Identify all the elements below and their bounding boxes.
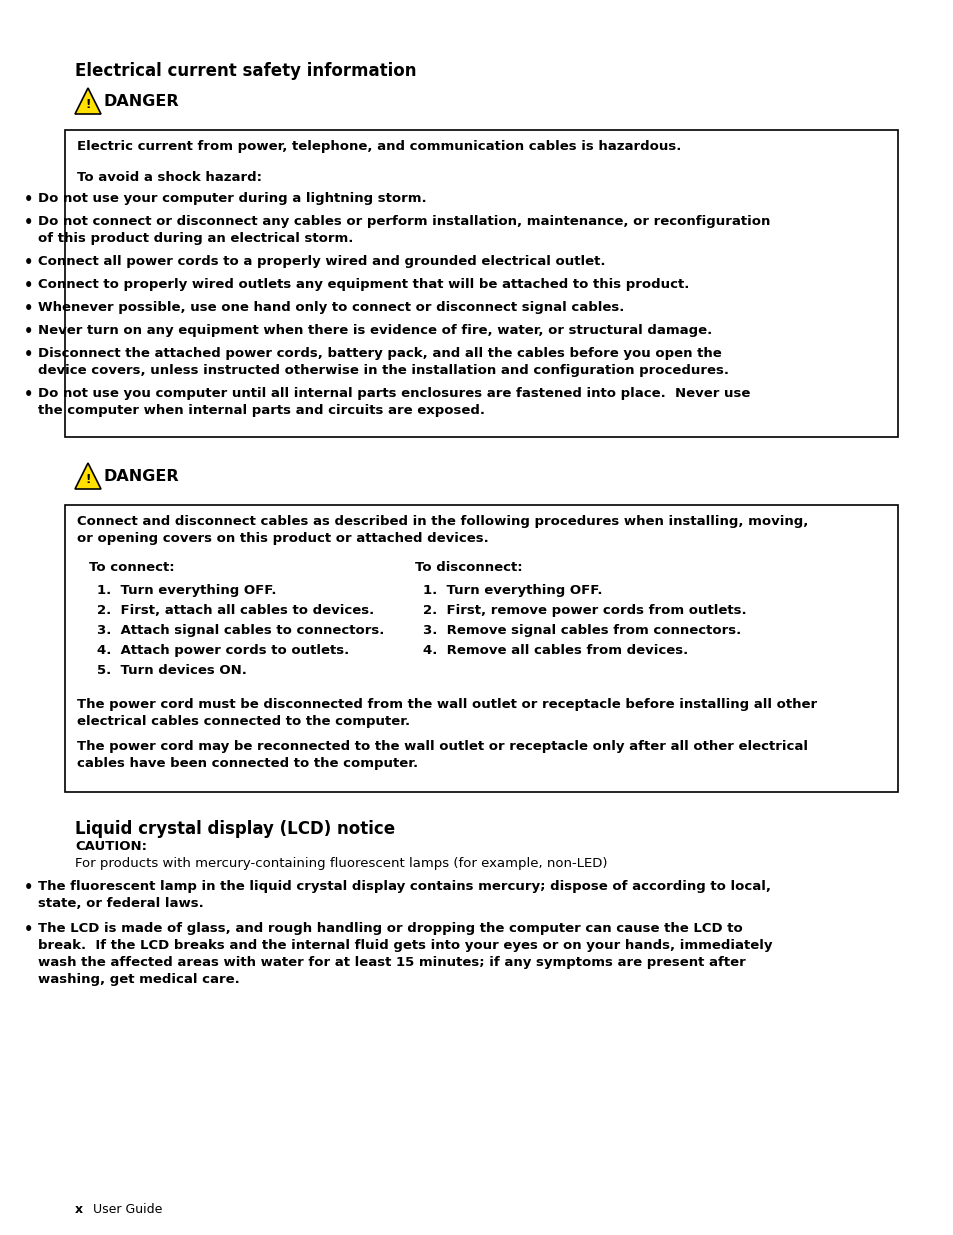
Text: Electrical current safety information: Electrical current safety information — [75, 62, 416, 80]
Polygon shape — [75, 463, 101, 489]
Text: 2.  First, remove power cords from outlets.: 2. First, remove power cords from outlet… — [422, 604, 746, 618]
Text: User Guide: User Guide — [92, 1203, 162, 1216]
Text: The power cord may be reconnected to the wall outlet or receptacle only after al: The power cord may be reconnected to the… — [77, 740, 807, 753]
Text: 3.  Remove signal cables from connectors.: 3. Remove signal cables from connectors. — [422, 624, 740, 637]
Text: 3.  Attach signal cables to connectors.: 3. Attach signal cables to connectors. — [97, 624, 384, 637]
Text: CAUTION:: CAUTION: — [75, 840, 147, 853]
Text: •: • — [24, 347, 33, 362]
Text: DANGER: DANGER — [104, 469, 179, 484]
Text: Disconnect the attached power cords, battery pack, and all the cables before you: Disconnect the attached power cords, bat… — [38, 347, 721, 359]
Polygon shape — [75, 88, 101, 114]
Text: cables have been connected to the computer.: cables have been connected to the comput… — [77, 757, 417, 769]
Text: For products with mercury-containing fluorescent lamps (for example, non-LED): For products with mercury-containing flu… — [75, 857, 607, 869]
Text: •: • — [24, 923, 33, 937]
Text: washing, get medical care.: washing, get medical care. — [38, 973, 239, 986]
Text: The LCD is made of glass, and rough handling or dropping the computer can cause : The LCD is made of glass, and rough hand… — [38, 923, 742, 935]
Text: •: • — [24, 254, 33, 270]
Text: Never turn on any equipment when there is evidence of fire, water, or structural: Never turn on any equipment when there i… — [38, 324, 712, 337]
Text: 1.  Turn everything OFF.: 1. Turn everything OFF. — [97, 584, 276, 597]
Text: DANGER: DANGER — [104, 94, 179, 109]
Text: •: • — [24, 324, 33, 338]
Text: the computer when internal parts and circuits are exposed.: the computer when internal parts and cir… — [38, 404, 484, 417]
FancyBboxPatch shape — [65, 505, 897, 792]
Text: !: ! — [85, 473, 91, 487]
Text: 4.  Remove all cables from devices.: 4. Remove all cables from devices. — [422, 643, 687, 657]
Text: of this product during an electrical storm.: of this product during an electrical sto… — [38, 232, 353, 245]
Text: •: • — [24, 881, 33, 895]
Text: •: • — [24, 387, 33, 403]
Text: wash the affected areas with water for at least 15 minutes; if any symptoms are : wash the affected areas with water for a… — [38, 956, 745, 969]
Text: break.  If the LCD breaks and the internal fluid gets into your eyes or on your : break. If the LCD breaks and the interna… — [38, 939, 772, 952]
Text: Do not use your computer during a lightning storm.: Do not use your computer during a lightn… — [38, 191, 426, 205]
Text: or opening covers on this product or attached devices.: or opening covers on this product or att… — [77, 532, 488, 545]
Text: device covers, unless instructed otherwise in the installation and configuration: device covers, unless instructed otherwi… — [38, 364, 728, 377]
Text: •: • — [24, 215, 33, 230]
Text: Do not connect or disconnect any cables or perform installation, maintenance, or: Do not connect or disconnect any cables … — [38, 215, 770, 228]
Text: 4.  Attach power cords to outlets.: 4. Attach power cords to outlets. — [97, 643, 349, 657]
Text: Connect to properly wired outlets any equipment that will be attached to this pr: Connect to properly wired outlets any eq… — [38, 278, 689, 291]
Text: Do not use you computer until all internal parts enclosures are fastened into pl: Do not use you computer until all intern… — [38, 387, 750, 400]
Text: x: x — [75, 1203, 83, 1216]
Text: The fluorescent lamp in the liquid crystal display contains mercury; dispose of : The fluorescent lamp in the liquid cryst… — [38, 881, 770, 893]
Text: 5.  Turn devices ON.: 5. Turn devices ON. — [97, 664, 247, 677]
Text: Liquid crystal display (LCD) notice: Liquid crystal display (LCD) notice — [75, 820, 395, 839]
Text: To disconnect:: To disconnect: — [415, 561, 522, 574]
Text: Connect all power cords to a properly wired and grounded electrical outlet.: Connect all power cords to a properly wi… — [38, 254, 605, 268]
Text: •: • — [24, 278, 33, 293]
Text: 1.  Turn everything OFF.: 1. Turn everything OFF. — [422, 584, 602, 597]
Text: To connect:: To connect: — [89, 561, 174, 574]
FancyBboxPatch shape — [65, 130, 897, 437]
Text: Whenever possible, use one hand only to connect or disconnect signal cables.: Whenever possible, use one hand only to … — [38, 301, 623, 314]
Text: !: ! — [85, 98, 91, 111]
Text: electrical cables connected to the computer.: electrical cables connected to the compu… — [77, 715, 410, 727]
Text: •: • — [24, 191, 33, 207]
Text: To avoid a shock hazard:: To avoid a shock hazard: — [77, 170, 262, 184]
Text: 2.  First, attach all cables to devices.: 2. First, attach all cables to devices. — [97, 604, 374, 618]
Text: state, or federal laws.: state, or federal laws. — [38, 897, 204, 910]
Text: Connect and disconnect cables as described in the following procedures when inst: Connect and disconnect cables as describ… — [77, 515, 807, 529]
Text: Electric current from power, telephone, and communication cables is hazardous.: Electric current from power, telephone, … — [77, 140, 680, 153]
Text: •: • — [24, 301, 33, 316]
Text: The power cord must be disconnected from the wall outlet or receptacle before in: The power cord must be disconnected from… — [77, 698, 817, 711]
